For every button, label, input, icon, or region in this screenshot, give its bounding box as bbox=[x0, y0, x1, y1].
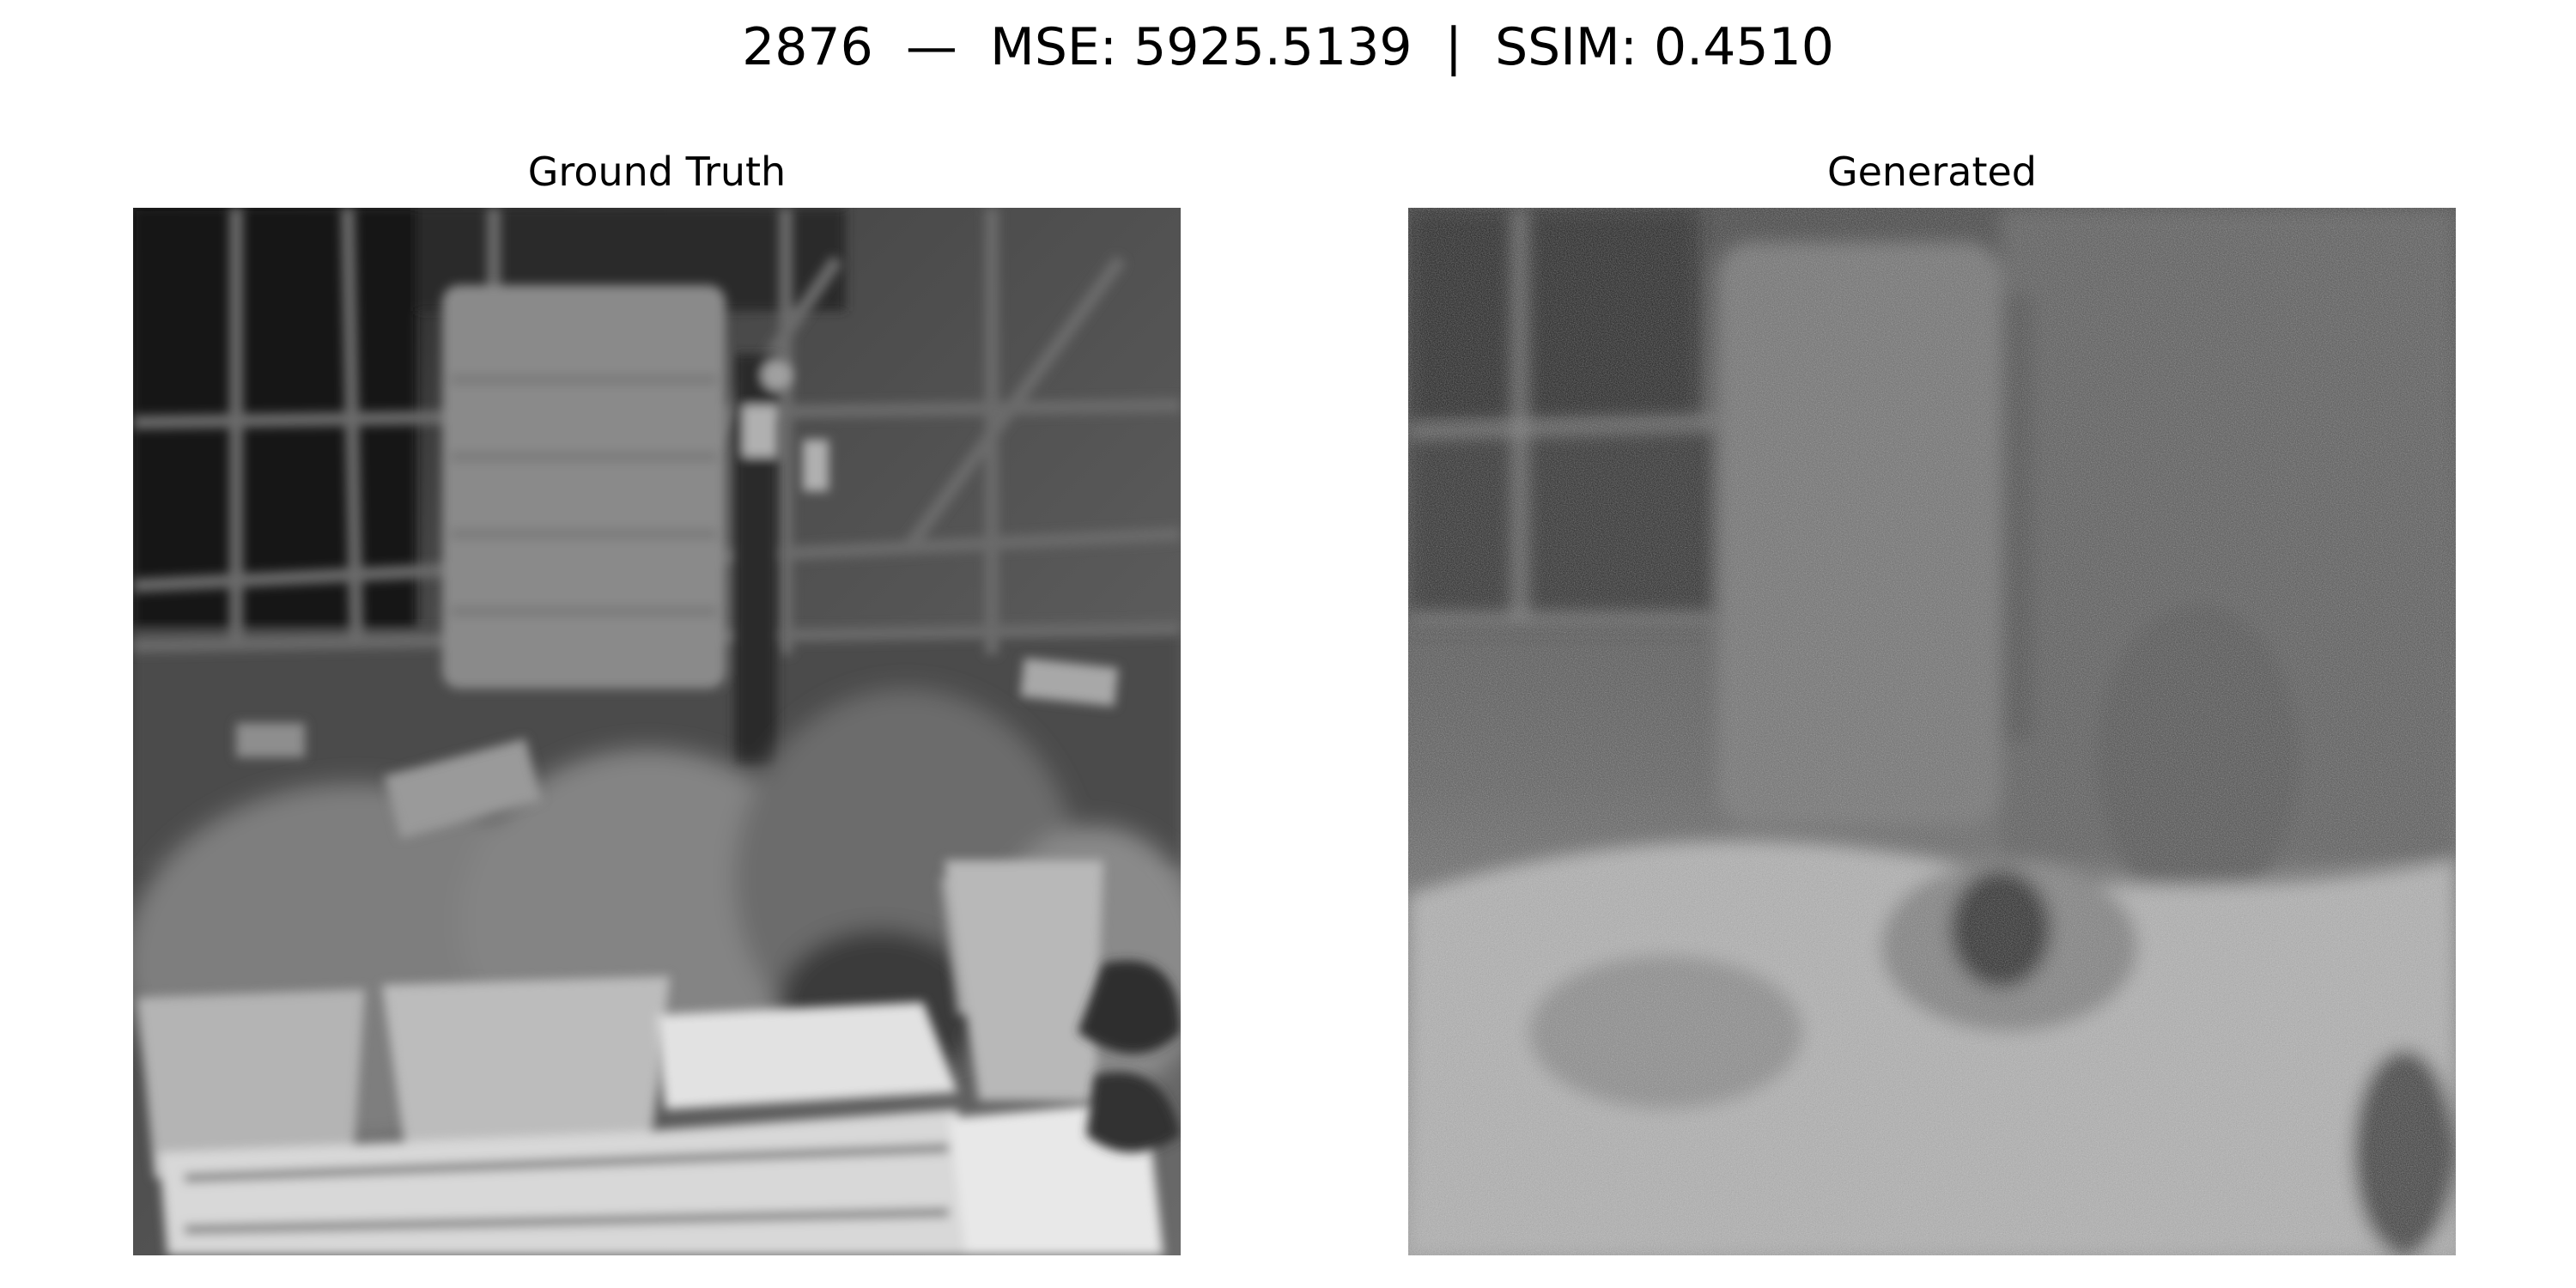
figure-suptitle: 2876 — MSE: 5925.5139 | SSIM: 0.4510 bbox=[742, 17, 1834, 77]
ground-truth-image bbox=[133, 208, 1181, 1255]
generated-image bbox=[1408, 208, 2456, 1255]
generated-title: Generated bbox=[1826, 149, 2038, 195]
ground-truth-title: Ground Truth bbox=[527, 149, 787, 195]
